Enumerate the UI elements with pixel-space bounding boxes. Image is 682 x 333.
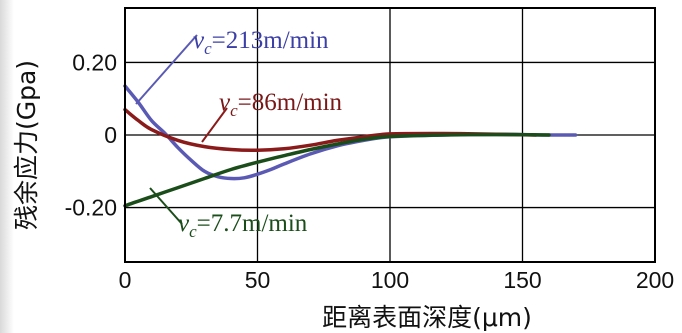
plot-frame — [124, 7, 656, 263]
x-tick-label: 0 — [119, 267, 132, 293]
annotation-leaders — [135, 34, 228, 225]
series-line-s213 — [123, 84, 578, 181]
annotation-leader — [149, 187, 183, 225]
x-tick-label: 150 — [503, 267, 541, 293]
series-annotation: vc=86m/min — [219, 89, 343, 120]
y-axis-title: 残余应力(Gpa) — [12, 60, 41, 230]
series-line-s7 — [123, 132, 551, 208]
annotations: vc=213m/min vc=86m/min vc=7.7m/min — [178, 27, 343, 241]
tick-labels: 0 50 100 150 200 0.20 0 -0.20 — [65, 49, 675, 293]
y-tick-label: 0.20 — [72, 49, 117, 75]
x-tick-label: 50 — [245, 267, 271, 293]
x-axis-title: 距离表面深度(μm) — [322, 303, 532, 332]
series-annotation: vc=213m/min — [193, 27, 329, 58]
y-tick-label: 0 — [104, 122, 117, 148]
annotation-leader — [135, 34, 198, 105]
series-line-s86 — [123, 107, 538, 153]
slide-edge-shade — [0, 0, 14, 333]
x-tick-label: 100 — [371, 267, 409, 293]
y-tick-label: -0.20 — [65, 195, 117, 221]
series-annotation: vc=7.7m/min — [178, 210, 308, 241]
series-lines — [123, 84, 578, 208]
x-tick-label: 200 — [636, 267, 674, 293]
annotation-leader — [201, 107, 228, 143]
